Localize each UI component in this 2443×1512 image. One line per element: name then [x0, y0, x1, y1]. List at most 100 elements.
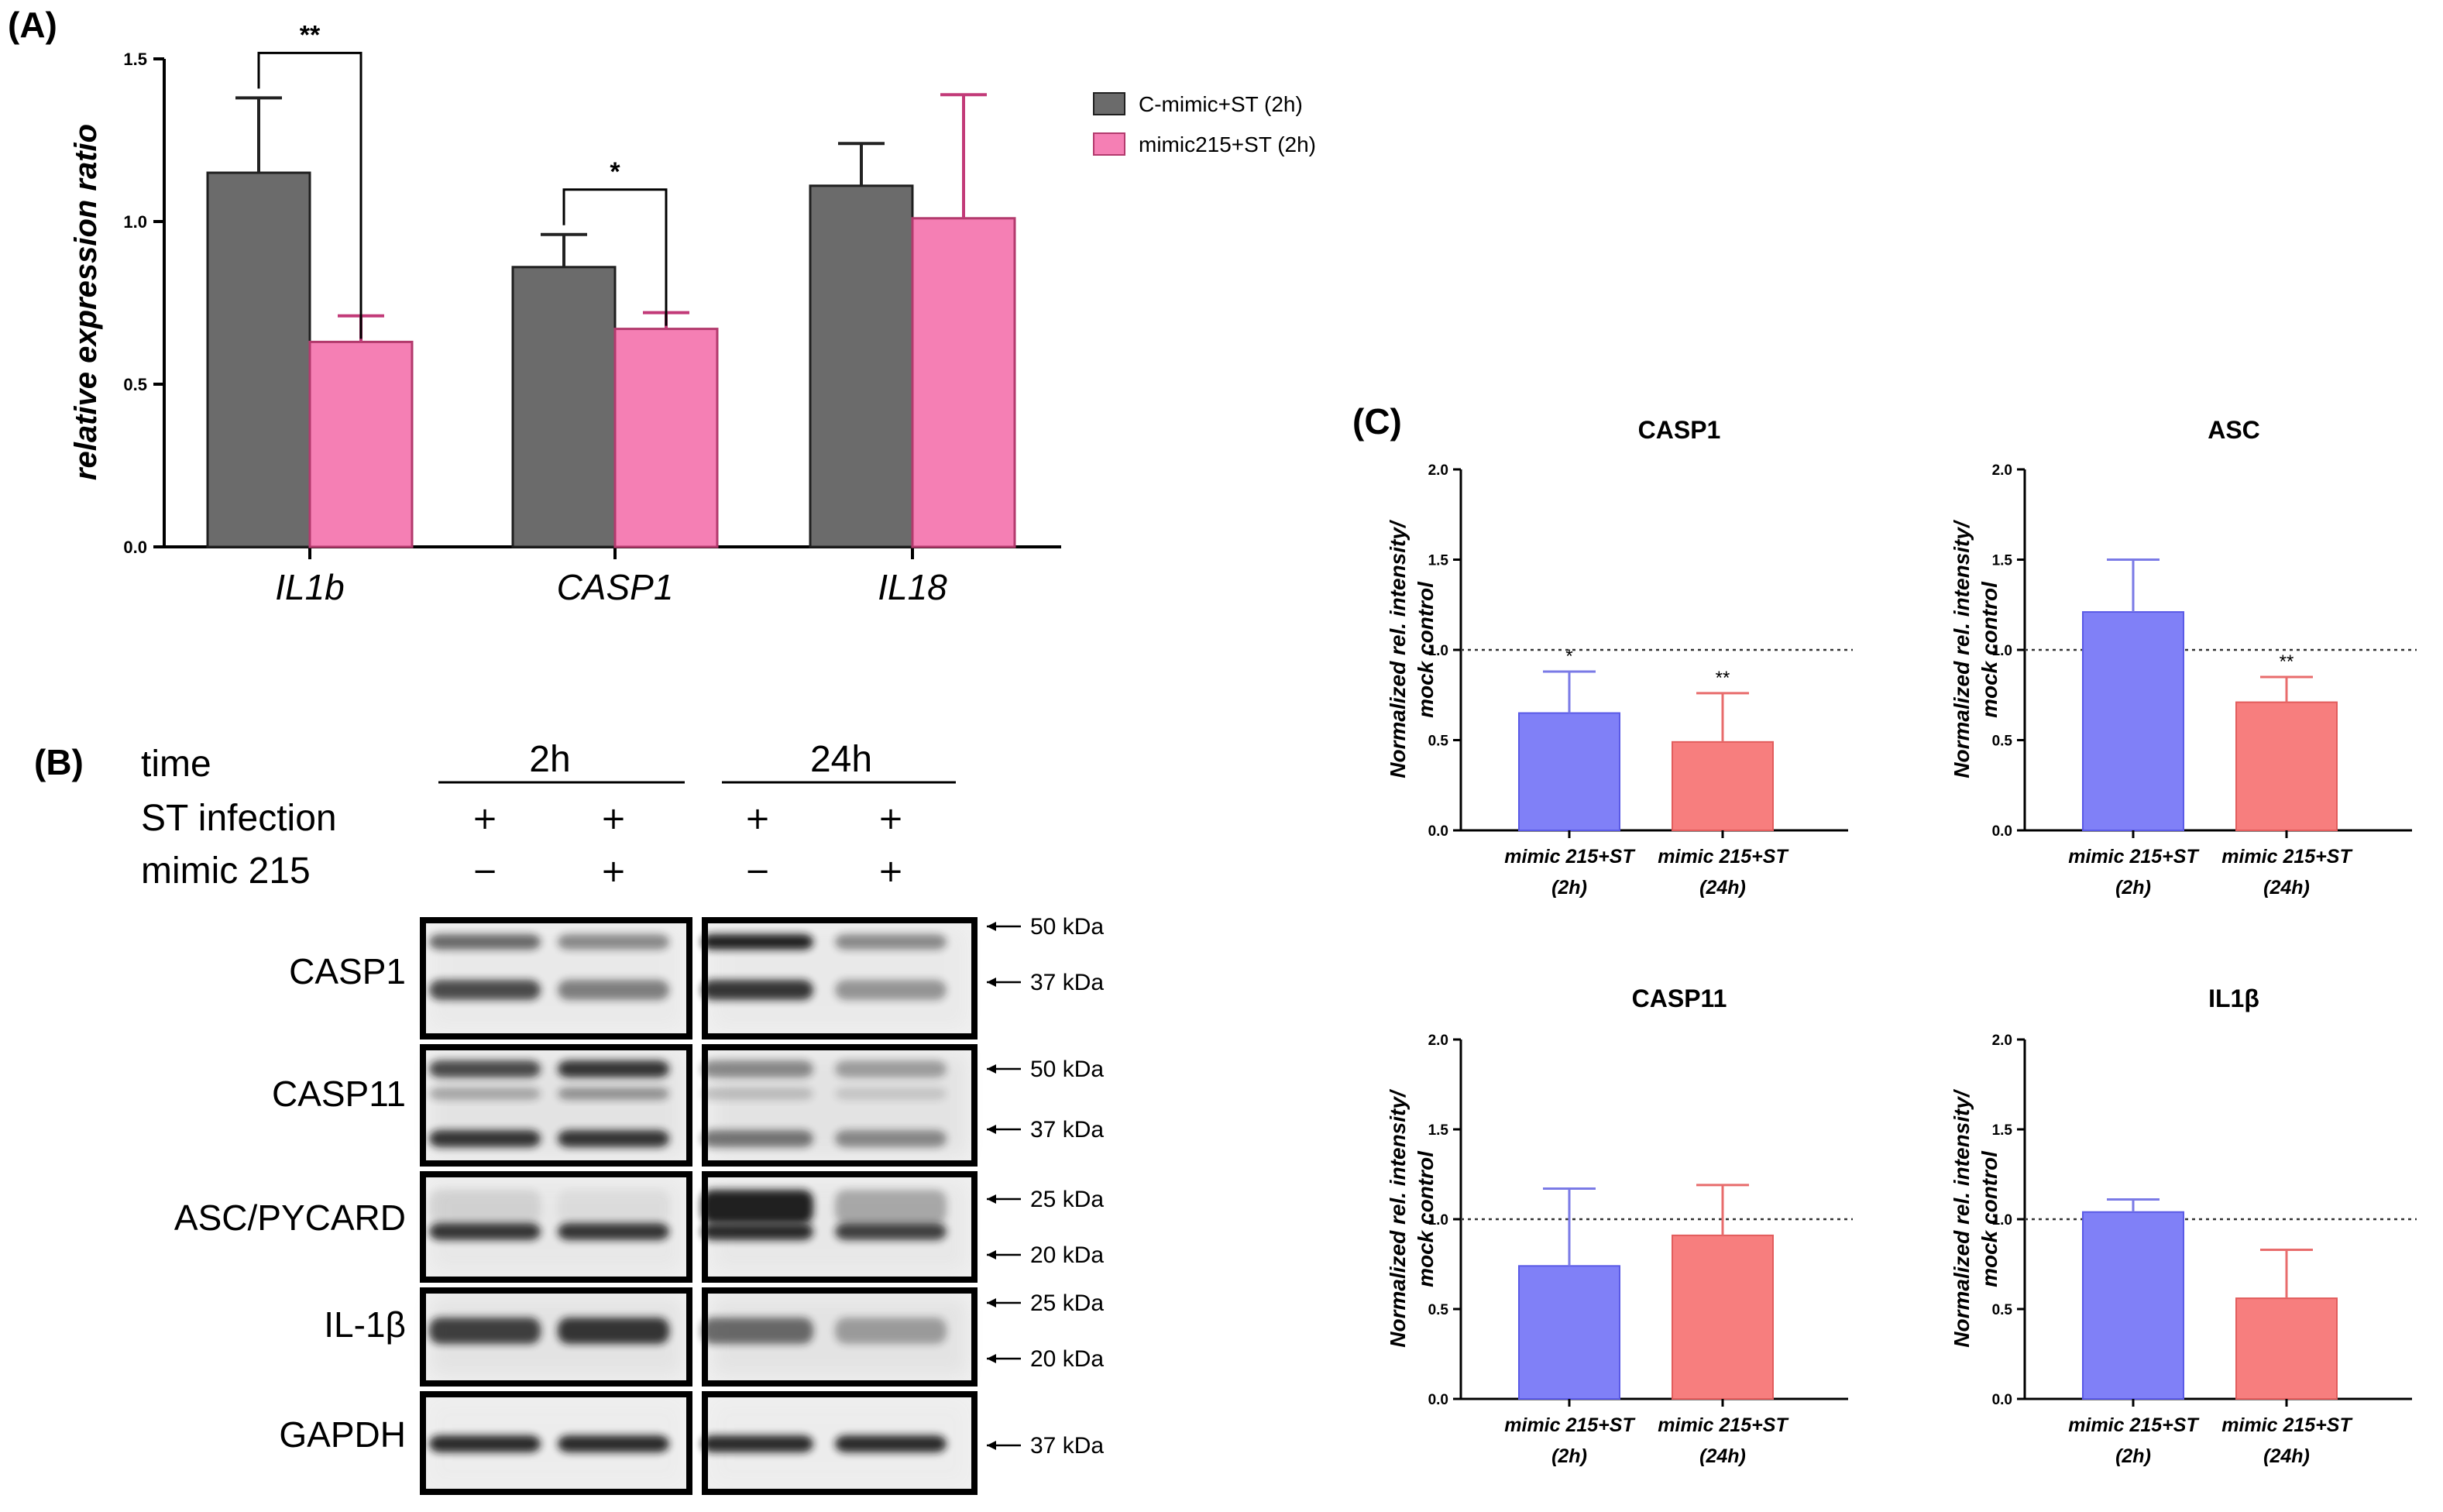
blot-band — [558, 1130, 669, 1147]
st-infection-sign: + — [472, 801, 498, 837]
category-label-casp1: CASP1 — [557, 567, 674, 607]
marker-label: 50 kDa — [1030, 914, 1104, 940]
category-label-line1: mimic 215+ST — [2068, 846, 2200, 868]
panel-c-label: (C) — [1352, 401, 1402, 442]
chart-title: CASP1 — [1638, 416, 1721, 444]
blot-band — [835, 1060, 947, 1077]
marker-arrowhead — [987, 922, 996, 931]
y-tick-label: 1.5 — [1992, 1122, 2013, 1139]
marker-label: 37 kDa — [1030, 1433, 1104, 1459]
legend-swatch-c-mimic-st-2h — [1093, 92, 1125, 115]
chart-il1: IL1β Normalized rel. intensity/mock contr… — [1950, 985, 2417, 1467]
protein-label-asc-pycard: ASC/PYCARD — [174, 1198, 406, 1238]
marker-arrowhead — [987, 1354, 996, 1363]
panel-c-densitometry-charts: CASP1 Normalized rel. intensity/mock cont… — [1386, 416, 2417, 1467]
y-tick-label: 1.0 — [1992, 1212, 2012, 1228]
y-tick-label: 1.0 — [1428, 643, 1448, 659]
category-label-line2: (24h) — [1699, 1445, 1746, 1467]
blot-band — [835, 980, 947, 1000]
blot-band — [558, 1190, 669, 1224]
blot-band — [429, 1435, 541, 1452]
y-axis-title-line2: mock control — [1977, 581, 2001, 718]
category-label-line1: mimic 215+ST — [2221, 846, 2353, 868]
protein-label-il-1: IL-1β — [324, 1304, 406, 1345]
bar-mimic215-st-2h-il1b — [308, 340, 414, 548]
blot-band — [702, 1088, 813, 1100]
significance-label: ** — [2280, 651, 2294, 672]
blot-frame — [420, 1044, 692, 1167]
marker-arrowhead — [987, 1298, 996, 1308]
blot-band — [702, 1318, 813, 1344]
y-tick-label: 2.0 — [1428, 1033, 1448, 1049]
time-header-2h: 2h — [529, 739, 570, 780]
marker-label: 20 kDa — [1030, 1242, 1104, 1268]
category-label-line2: (2h) — [1551, 1445, 1587, 1467]
y-tick-label: 1.5 — [1428, 553, 1449, 569]
bar-mimic-215-st-2h — [2082, 611, 2184, 831]
bar-mimic-215-st-24h — [2235, 701, 2338, 831]
blot-frame — [702, 1171, 978, 1283]
y-axis-title-line2: mock control — [1977, 1150, 2001, 1287]
blot-band — [835, 1318, 947, 1344]
bar-mimic215-st-2h-il18 — [911, 217, 1016, 548]
marker-arrowhead — [987, 1125, 996, 1134]
bar-c-mimic-st-2h-il18 — [809, 184, 914, 548]
blot-band — [702, 980, 813, 1000]
legend-label-mimic215-st-2h: mimic215+ST (2h) — [1139, 132, 1316, 156]
y-axis-title-line2: mock control — [1414, 1150, 1438, 1287]
y-tick-label: 1.5 — [123, 50, 147, 69]
category-label-line1: mimic 215+ST — [1504, 1414, 1636, 1436]
protein-label-casp1: CASP1 — [289, 951, 406, 991]
y-tick-label: 2.0 — [1428, 462, 1448, 479]
y-tick-label: 0.5 — [1992, 1302, 2013, 1318]
category-label-il18: IL18 — [878, 567, 947, 607]
marker-arrowhead — [987, 1064, 996, 1074]
blot-row-asc-pycard: ASC/PYCARD 25 kDa 20 kDa — [174, 1171, 1104, 1283]
category-label-line2: (24h) — [2263, 1445, 2310, 1467]
mimic-sign: + — [600, 854, 627, 889]
y-tick-label: 1.0 — [123, 212, 147, 232]
y-tick-label: 0.5 — [123, 375, 147, 394]
blot-band — [558, 980, 669, 1000]
bar-c-mimic-st-2h-il1b — [206, 171, 311, 548]
blot-frame — [420, 1287, 692, 1387]
mimic-sign: − — [744, 854, 771, 889]
row-label-time: time — [141, 744, 211, 785]
significance-label: ** — [1716, 668, 1730, 689]
marker-label: 50 kDa — [1030, 1057, 1104, 1082]
blot-band — [835, 1190, 947, 1224]
row-label-mimic-215: mimic 215 — [141, 850, 311, 892]
y-tick-label: 0.5 — [1428, 1302, 1449, 1318]
panel-a-label: (A) — [8, 5, 57, 45]
blot-band — [429, 1223, 541, 1240]
blot-band — [835, 1130, 947, 1147]
category-label-line1: mimic 215+ST — [1658, 1414, 1789, 1436]
significance-label-il1b: ** — [300, 20, 321, 50]
y-axis-title: relative expression ratio — [69, 124, 103, 480]
blot-frame — [420, 917, 692, 1040]
panel-b-label: (B) — [34, 742, 84, 782]
chart-asc: ASC Normalized rel. intensity/mock contro… — [1950, 416, 2417, 899]
marker-arrowhead — [987, 1250, 996, 1259]
y-axis-title-line1: Normalized rel. intensity/ — [1386, 519, 1410, 778]
category-label-line2: (24h) — [2263, 877, 2310, 899]
blot-band — [429, 1130, 541, 1147]
legend-swatch-mimic215-st-2h — [1093, 132, 1125, 156]
category-label-line1: mimic 215+ST — [2221, 1414, 2353, 1436]
blot-band — [558, 1088, 669, 1100]
mimic-sign: + — [878, 854, 904, 889]
blot-band — [429, 934, 541, 950]
marker-label: 25 kDa — [1030, 1290, 1104, 1316]
blot-band — [429, 1088, 541, 1100]
significance-bracket-casp1 — [562, 188, 668, 326]
marker-label: 37 kDa — [1030, 1117, 1104, 1143]
marker-label: 37 kDa — [1030, 970, 1104, 995]
blot-band — [835, 934, 947, 950]
blot-band — [702, 1190, 813, 1224]
blot-band — [835, 1435, 947, 1452]
y-tick-label: 2.0 — [1992, 462, 2012, 479]
category-label-line2: (2h) — [2115, 877, 2151, 899]
y-tick-label: 1.0 — [1992, 643, 2012, 659]
y-tick-label: 0.0 — [1428, 1392, 1448, 1408]
chart-casp1: CASP1 Normalized rel. intensity/mock cont… — [1386, 416, 1853, 899]
